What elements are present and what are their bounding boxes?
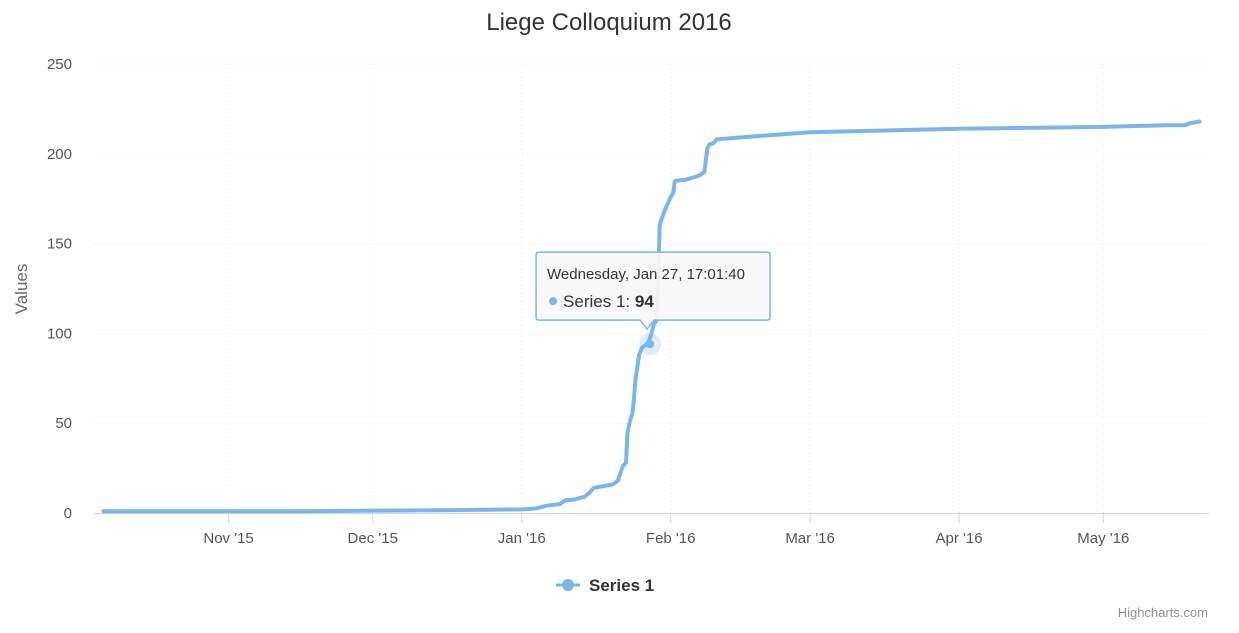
series-line: [101, 119, 1202, 514]
hover-layer: [639, 333, 662, 356]
tooltip-series-dot: [549, 297, 558, 306]
y-tick-label: 150: [47, 236, 72, 253]
tooltip-series-name: Series 1: [563, 292, 625, 311]
y-tick-label: 0: [64, 505, 72, 522]
x-tick-label: Jan '16: [498, 530, 546, 547]
hover-marker: [646, 340, 655, 349]
credits-link[interactable]: Highcharts.com: [1118, 605, 1208, 620]
x-tick-label: Nov '15: [203, 530, 253, 547]
y-tick-label: 250: [47, 56, 72, 73]
x-tick-label: Dec '15: [348, 530, 398, 547]
x-tick-label: Feb '16: [646, 530, 696, 547]
y-tick-label: 100: [47, 325, 72, 342]
y-axis-title: Values: [12, 264, 31, 315]
x-axis-ticks: Nov '15 Dec '15 Jan '16 Feb '16 Mar '16 Apr '…: [203, 513, 1129, 547]
legend-series-label[interactable]: Series 1: [589, 576, 654, 595]
tooltip-box: [535, 251, 771, 331]
tooltip-colon: :: [625, 292, 634, 311]
x-tick-label: Apr '16: [936, 530, 983, 547]
legend-series-marker[interactable]: [562, 579, 574, 591]
tooltip-header: Wednesday, Jan 27, 17:01:40: [547, 266, 745, 283]
tooltip: Wednesday, Jan 27, 17:01:40 Series 1: 94: [535, 251, 771, 331]
chart-title: Liege Colloquium 2016: [486, 9, 732, 36]
x-tick-label: May '16: [1077, 530, 1129, 547]
tooltip-value: 94: [635, 292, 654, 311]
y-tick-label: 200: [47, 146, 72, 163]
x-tick-label: Mar '16: [785, 530, 835, 547]
y-tick-label: 50: [55, 415, 72, 432]
series-layer: [101, 119, 1202, 514]
tooltip-series-value: Series 1: 94: [563, 292, 654, 311]
y-axis-ticks: 0 50 100 150 200 250: [47, 56, 72, 522]
legend[interactable]: Series 1: [556, 576, 654, 595]
